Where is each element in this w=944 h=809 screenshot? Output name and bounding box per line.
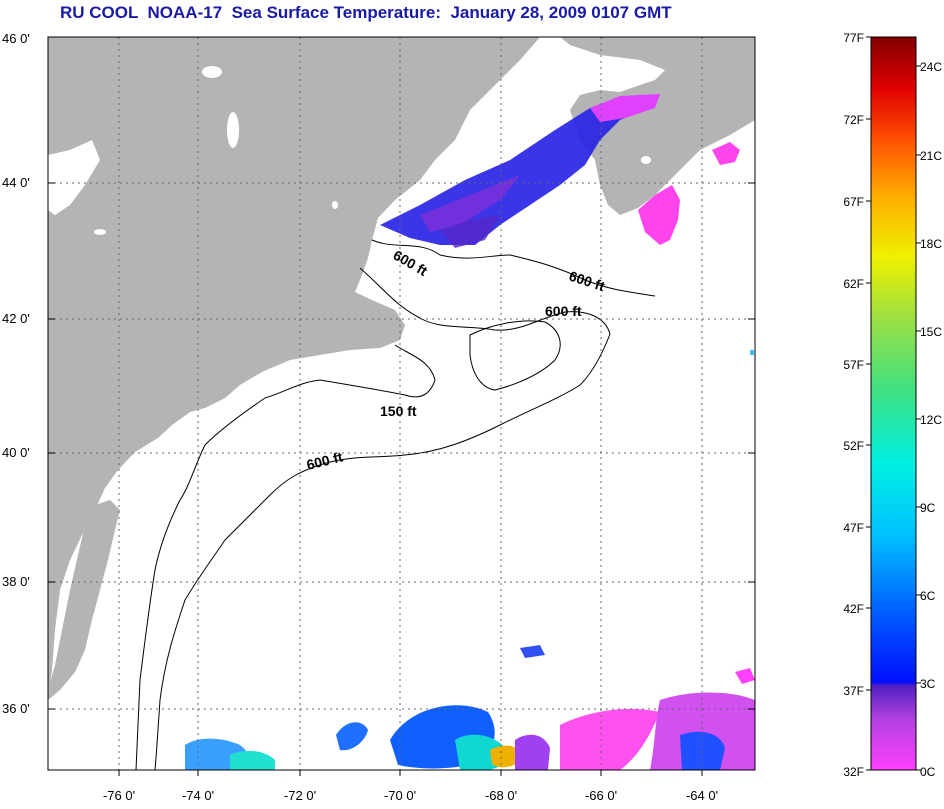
cb-label-15c: 15C	[920, 325, 942, 339]
lat-label-46: 46 0'	[2, 31, 30, 46]
land-delmarva	[48, 500, 120, 700]
cb-label-21c: 21C	[920, 149, 942, 163]
lat-label-42: 42 0'	[2, 311, 30, 326]
cb-label-67f: 67F	[843, 195, 864, 209]
cb-label-0c: 0C	[920, 765, 936, 779]
cb-label-9c: 9C	[920, 501, 936, 515]
lat-label-40: 40 0'	[2, 445, 30, 460]
contour-label-600ft-c: 600 ft	[545, 303, 582, 319]
cb-label-6c: 6C	[920, 589, 936, 603]
cb-label-18c: 18C	[920, 237, 942, 251]
cb-label-47f: 47F	[843, 521, 864, 535]
map-title: RU COOL NOAA-17 Sea Surface Temperature:…	[60, 3, 672, 22]
lon-label-74: -74 0'	[182, 788, 214, 803]
map-frame	[47, 36, 756, 771]
lat-label-38: 38 0'	[2, 574, 30, 589]
inland-lakes	[48, 66, 651, 235]
sst-gulf-of-maine	[380, 94, 660, 248]
contour-label-150ft: 150 ft	[380, 403, 417, 419]
lat-label-36: 36 0'	[2, 701, 30, 716]
cb-label-37f: 37F	[843, 684, 864, 698]
land-us-east	[48, 37, 540, 700]
sst-scotian-shelf	[638, 142, 754, 355]
lon-label-76: -76 0'	[103, 788, 135, 803]
lon-label-70: -70 0'	[384, 788, 416, 803]
lon-label-68: -68 0'	[485, 788, 517, 803]
cb-label-52f: 52F	[843, 439, 864, 453]
cb-label-32f: 32F	[843, 765, 864, 779]
colorbar-ticks	[866, 36, 921, 771]
sst-southern-patches	[185, 645, 755, 770]
cb-label-72f: 72F	[843, 113, 864, 127]
lat-label-44: 44 0'	[2, 175, 30, 190]
lon-label-72: -72 0'	[284, 788, 316, 803]
colorbar	[870, 36, 917, 771]
cb-label-77f: 77F	[843, 31, 864, 45]
lon-label-66: -66 0'	[585, 788, 617, 803]
bathymetry-contours	[135, 239, 656, 770]
cb-label-42f: 42F	[843, 602, 864, 616]
cb-label-62f: 62F	[843, 277, 864, 291]
cb-label-3c: 3C	[920, 677, 936, 691]
cb-label-12c: 12C	[920, 413, 942, 427]
cb-label-24c: 24C	[920, 60, 942, 74]
land-nova-scotia	[560, 37, 755, 215]
lon-label-64: -64 0'	[686, 788, 718, 803]
graticule	[48, 37, 755, 770]
cb-label-57f: 57F	[843, 358, 864, 372]
axis-ticks	[48, 182, 755, 776]
